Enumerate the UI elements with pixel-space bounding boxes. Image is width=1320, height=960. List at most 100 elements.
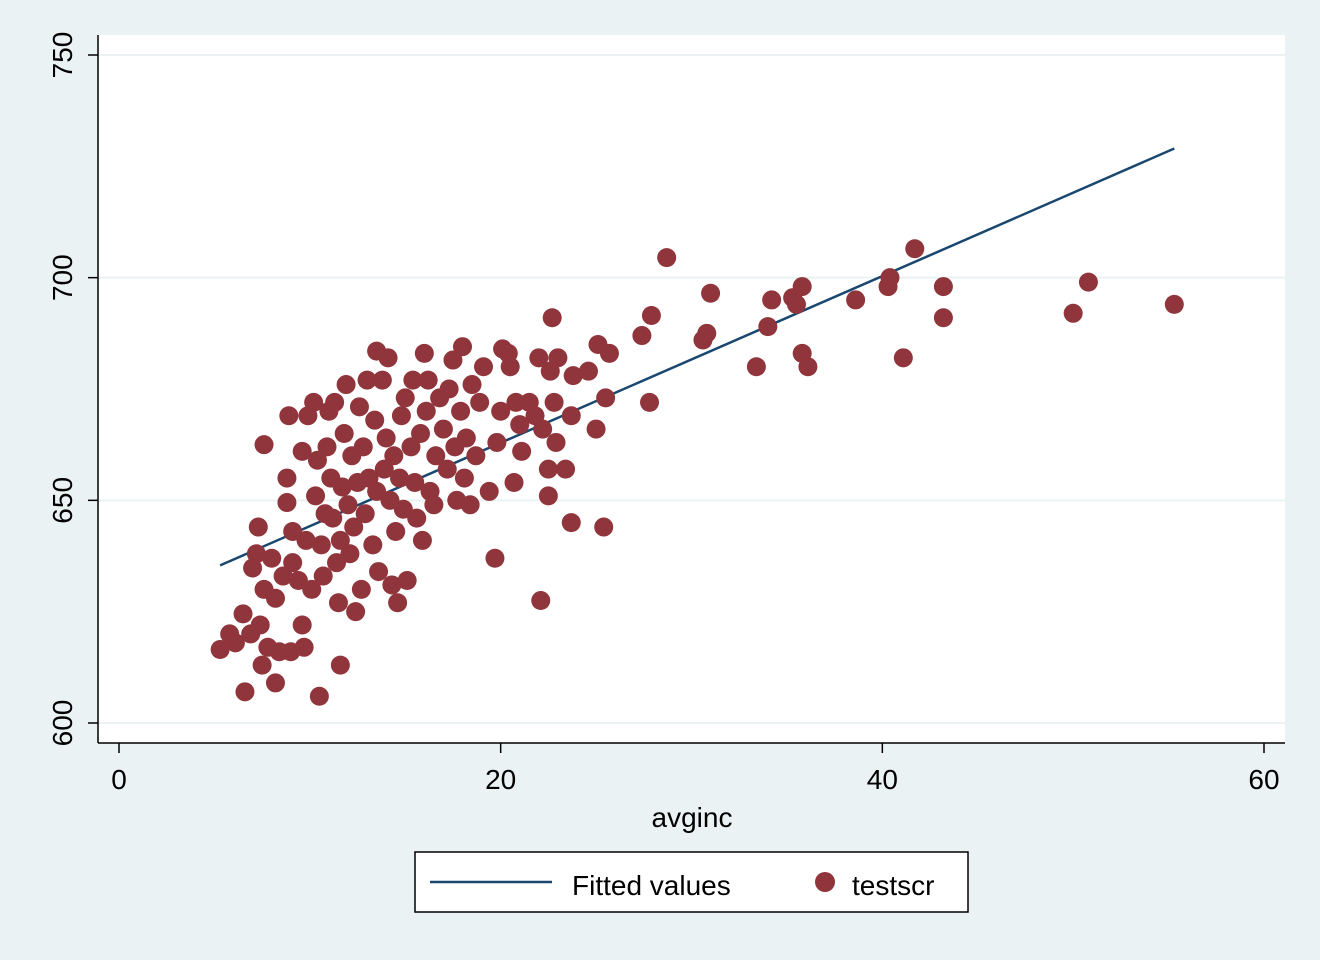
scatter-point (327, 553, 347, 573)
scatter-point (262, 548, 282, 568)
scatter-point (250, 615, 270, 635)
scatter-point (357, 370, 377, 390)
scatter-point (466, 446, 486, 466)
scatter-point (538, 459, 558, 479)
scatter-point (701, 283, 721, 303)
scatter-point (506, 392, 526, 412)
scatter-point (265, 673, 285, 693)
scatter-point (384, 446, 404, 466)
scatter-point (586, 419, 606, 439)
scatter-point (640, 392, 660, 412)
legend-marker-symbol (815, 872, 835, 892)
scatter-point (401, 437, 421, 457)
scatter-point (1164, 294, 1184, 314)
scatter-point (762, 290, 782, 310)
scatter-point (437, 459, 457, 479)
scatter-point (657, 248, 677, 268)
scatter-point (317, 437, 337, 457)
scatter-point (485, 548, 505, 568)
scatter-point (594, 517, 614, 537)
scatter-point (491, 401, 511, 421)
scatter-point (418, 370, 438, 390)
scatter-point (758, 317, 778, 337)
scatter-point (365, 410, 385, 430)
scatter-points (210, 239, 1184, 706)
scatter-point (456, 428, 476, 448)
scatter-point (1078, 272, 1098, 292)
scatter-point (391, 406, 411, 426)
scatter-point (411, 424, 431, 444)
scatter-point (578, 361, 598, 381)
legend-label-fitted: Fitted values (572, 870, 731, 901)
scatter-point (632, 326, 652, 346)
scatter-point (933, 277, 953, 297)
scatter-point (512, 441, 532, 461)
scatter-point (277, 468, 297, 488)
scatter-point (542, 308, 562, 328)
scatter-point (424, 495, 444, 515)
scatter-point (311, 535, 331, 555)
legend: Fitted values testscr (414, 851, 969, 913)
scatter-point (397, 570, 417, 590)
scatter-point (893, 348, 913, 368)
scatter-point (533, 419, 553, 439)
scatter-point (388, 593, 408, 613)
scatter-point (880, 268, 900, 288)
scatter-point (283, 553, 303, 573)
scatter-point (243, 558, 263, 578)
scatter-point (487, 432, 507, 452)
scatter-point (563, 366, 583, 386)
x-tick-label: 0 (111, 764, 127, 795)
scatter-point (531, 591, 551, 611)
scatter-point (363, 535, 383, 555)
axis-ticks: 600 650 700 750 0 20 40 60 (47, 32, 1280, 795)
scatter-point (353, 437, 373, 457)
scatter-point (403, 370, 423, 390)
scatter-point (529, 348, 549, 368)
y-tick-label: 750 (47, 32, 78, 79)
scatter-point (479, 481, 499, 501)
scatter-point (233, 604, 253, 624)
x-tick-label: 20 (485, 764, 516, 795)
scatter-point (561, 406, 581, 426)
scatter-point (538, 486, 558, 506)
scatter-point (433, 419, 453, 439)
scatter-point (313, 566, 333, 586)
scatter-point (273, 566, 293, 586)
scatter-point (283, 522, 303, 542)
scatter-point (556, 459, 576, 479)
scatter-point (641, 306, 661, 326)
scatter-point (277, 493, 297, 513)
scatter-point (405, 473, 425, 493)
scatter-point (426, 446, 446, 466)
scatter-point (372, 370, 392, 390)
scatter-point (279, 406, 299, 426)
scatter-point (369, 562, 389, 582)
scatter-point (1063, 303, 1083, 323)
scatter-point (302, 579, 322, 599)
scatter-point (254, 435, 274, 455)
scatter-point (367, 481, 387, 501)
scatter-point (546, 432, 566, 452)
scatter-point (548, 348, 568, 368)
scatter-point (386, 522, 406, 542)
scatter-point (246, 544, 266, 564)
scatter-point (393, 499, 413, 519)
scatter-point (500, 357, 520, 377)
scatter-point (451, 401, 471, 421)
scatter-point (210, 640, 230, 660)
x-tick-label: 40 (867, 764, 898, 795)
scatter-point (395, 388, 415, 408)
scatter-point (933, 308, 953, 328)
scatter-point (746, 357, 766, 377)
scatter-point (292, 615, 312, 635)
y-tick-label: 700 (47, 254, 78, 301)
scatter-point (416, 401, 436, 421)
scatter-point (378, 348, 398, 368)
legend-label-testscr: testscr (852, 870, 934, 901)
scatter-point (905, 239, 925, 259)
scatter-point (561, 513, 581, 533)
scatter-point (460, 495, 480, 515)
scatter-point (599, 343, 619, 363)
